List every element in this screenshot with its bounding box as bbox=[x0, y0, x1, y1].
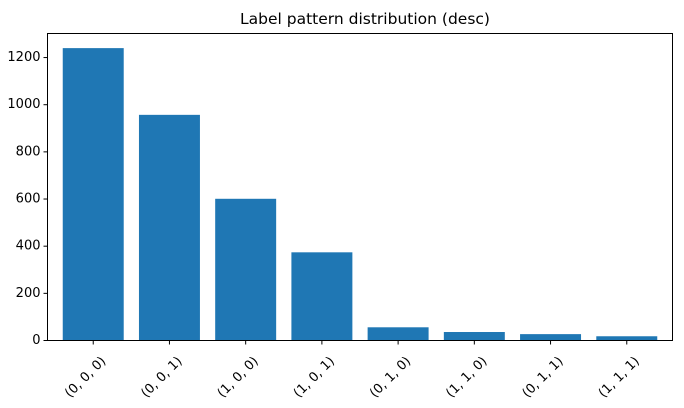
bar-2 bbox=[215, 198, 277, 341]
bar-1 bbox=[138, 114, 200, 341]
y-tick-label-3: 600 bbox=[16, 192, 41, 207]
chart-title: Label pattern distribution (desc) bbox=[240, 10, 490, 28]
bar-5 bbox=[443, 332, 505, 341]
bar-7 bbox=[596, 336, 658, 341]
y-tick-label-5: 1000 bbox=[7, 97, 40, 112]
y-tick-label-6: 1200 bbox=[7, 50, 40, 65]
bar-6 bbox=[520, 334, 582, 341]
y-axis: 0 200 400 600 800 1000 1200 bbox=[7, 50, 48, 348]
y-tick-label-2: 400 bbox=[16, 239, 41, 254]
y-tick-label-4: 800 bbox=[16, 144, 41, 159]
bar-4 bbox=[367, 327, 429, 341]
plot-frame bbox=[47, 33, 673, 341]
y-tick-label-0: 0 bbox=[32, 333, 40, 348]
bar-0 bbox=[62, 48, 124, 341]
y-tick-label-1: 200 bbox=[16, 286, 41, 301]
bar-3 bbox=[291, 252, 353, 341]
bars-group bbox=[62, 48, 658, 341]
